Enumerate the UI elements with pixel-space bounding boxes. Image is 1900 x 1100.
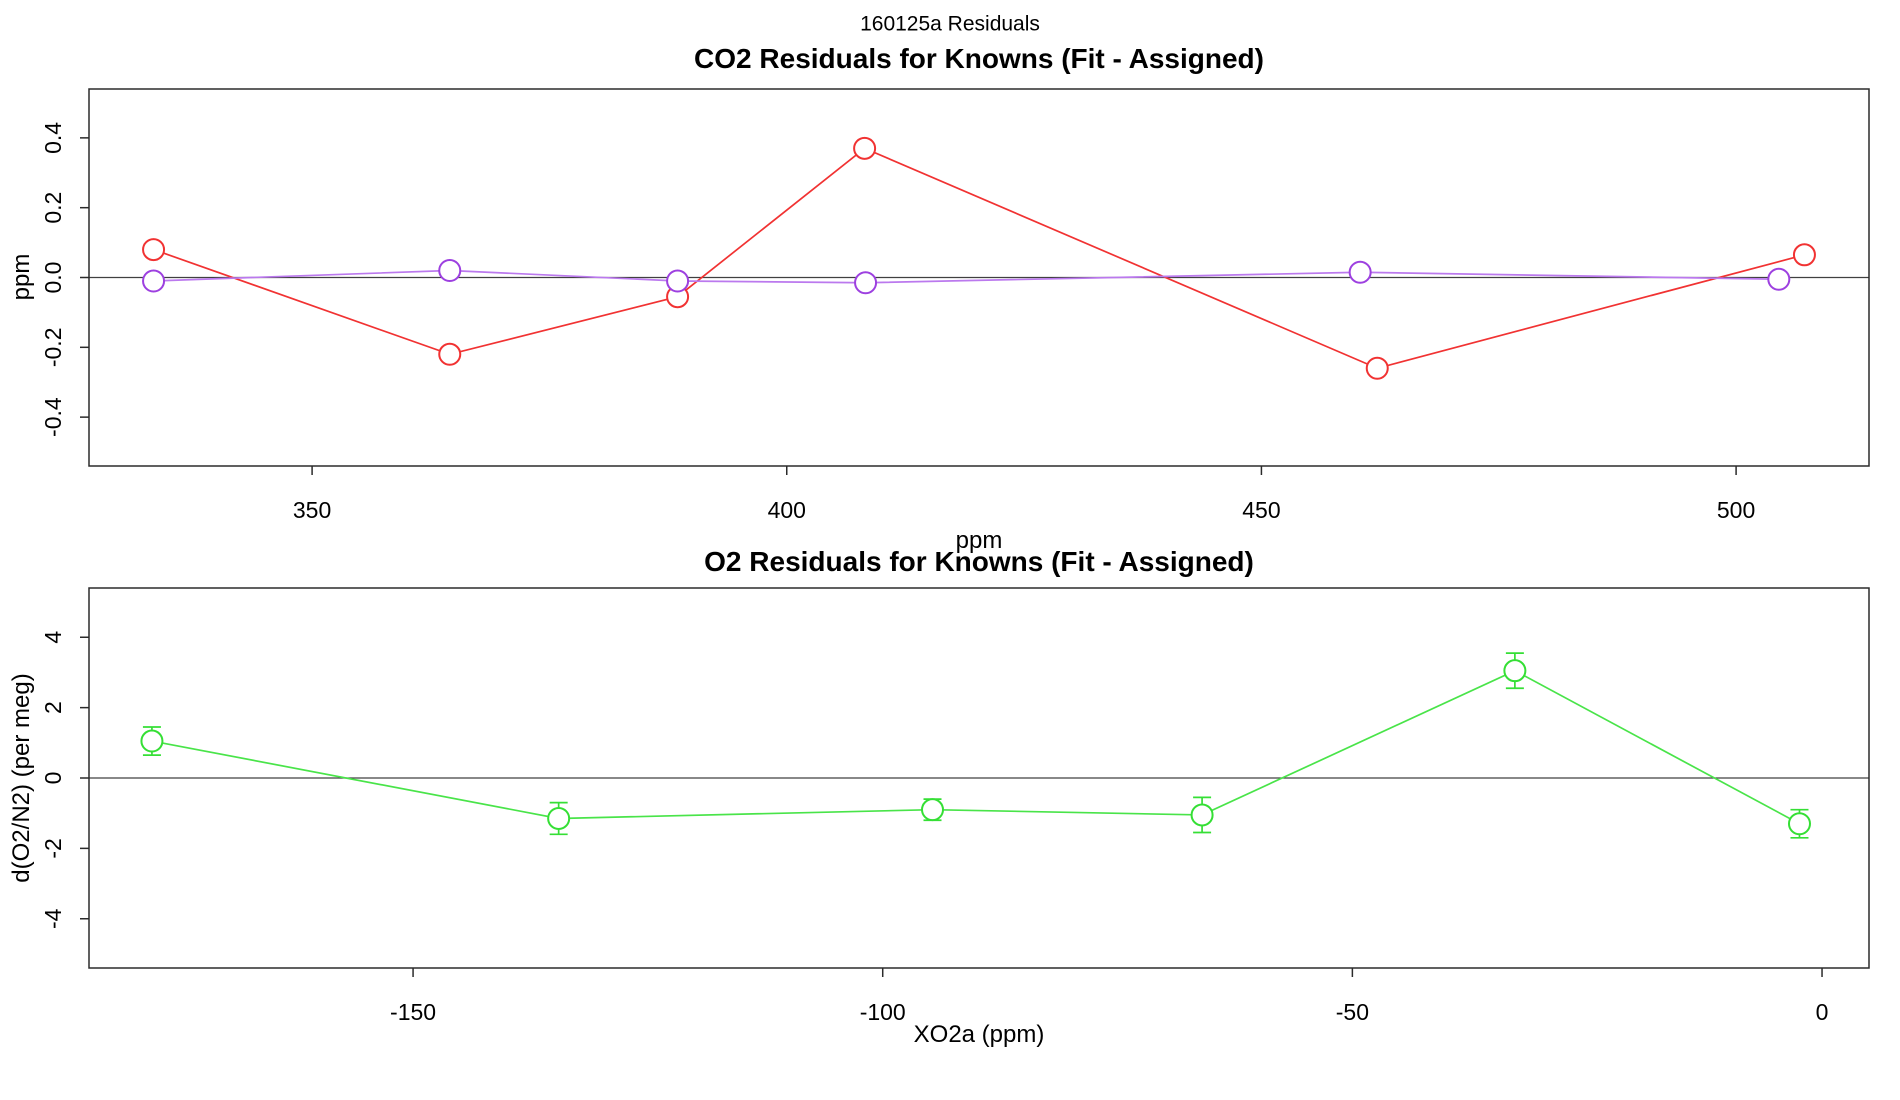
- y-tick-label: 2: [40, 701, 66, 714]
- x-tick-label: 450: [1242, 497, 1280, 523]
- data-point-circle: [1792, 243, 1816, 267]
- y-tick-label: -0.2: [40, 327, 66, 367]
- y-tick-label: 0.2: [40, 192, 66, 224]
- o2-panel: -150 -100 -50 0 -4 -2 0 2 4: [40, 587, 1870, 1025]
- o2-panel-title: O2 Residuals for Knowns (Fit - Assigned): [704, 546, 1254, 577]
- x-tick-label: -100: [860, 999, 906, 1025]
- data-point-circle: [1190, 803, 1214, 827]
- data-point-circle: [438, 342, 462, 366]
- y-tick-label: 0.4: [40, 122, 66, 154]
- y-tick-label: 4: [40, 631, 66, 644]
- data-point-circle: [1348, 260, 1372, 284]
- data-point-circle: [142, 238, 166, 262]
- page-title: 160125a Residuals: [860, 12, 1040, 36]
- x-tick-label: 500: [1717, 497, 1755, 523]
- co2-residuals-red: [142, 136, 1816, 380]
- series-line: [153, 147, 1805, 370]
- series-line: [151, 669, 1800, 825]
- co2-panel-title: CO2 Residuals for Knowns (Fit - Assigned…: [694, 43, 1264, 74]
- data-point-circle: [438, 259, 462, 283]
- data-point-circle: [666, 269, 690, 293]
- co2-residuals-purple: [142, 259, 1791, 295]
- data-point-circle: [1767, 267, 1791, 291]
- x-tick-label: 400: [768, 497, 806, 523]
- data-point-circle: [921, 798, 945, 822]
- x-tick-label: -50: [1336, 999, 1369, 1025]
- series-line: [153, 269, 1779, 284]
- y-tick-label: 0.0: [40, 262, 66, 294]
- data-point-circle: [854, 271, 878, 295]
- co2-panel: 350 400 450 500 -0.4 -0.2 0.0 0.2 0.4: [40, 88, 1870, 523]
- y-tick-label: -2: [40, 838, 66, 858]
- o2-x-axis-label: XO2a (ppm): [913, 1021, 1045, 1048]
- o2-residuals-green: [140, 652, 1811, 839]
- plot-box: [88, 587, 1870, 969]
- data-point-circle: [142, 269, 166, 293]
- co2-x-axis-label: ppm: [955, 527, 1003, 554]
- y-tick-label: -4: [40, 908, 66, 929]
- plot-box: [88, 88, 1870, 467]
- y-tick-label: -0.4: [40, 397, 66, 437]
- data-point-circle: [547, 806, 571, 830]
- data-point-circle: [140, 729, 164, 753]
- x-tick-label: 0: [1816, 999, 1829, 1025]
- y-tick-label: 0: [40, 772, 66, 785]
- data-point-circle: [1365, 356, 1389, 380]
- x-tick-label: -150: [390, 999, 436, 1025]
- data-point-circle: [853, 136, 877, 160]
- x-tick-label: 350: [293, 497, 331, 523]
- data-point-circle: [1787, 812, 1811, 836]
- data-point-circle: [1503, 659, 1527, 683]
